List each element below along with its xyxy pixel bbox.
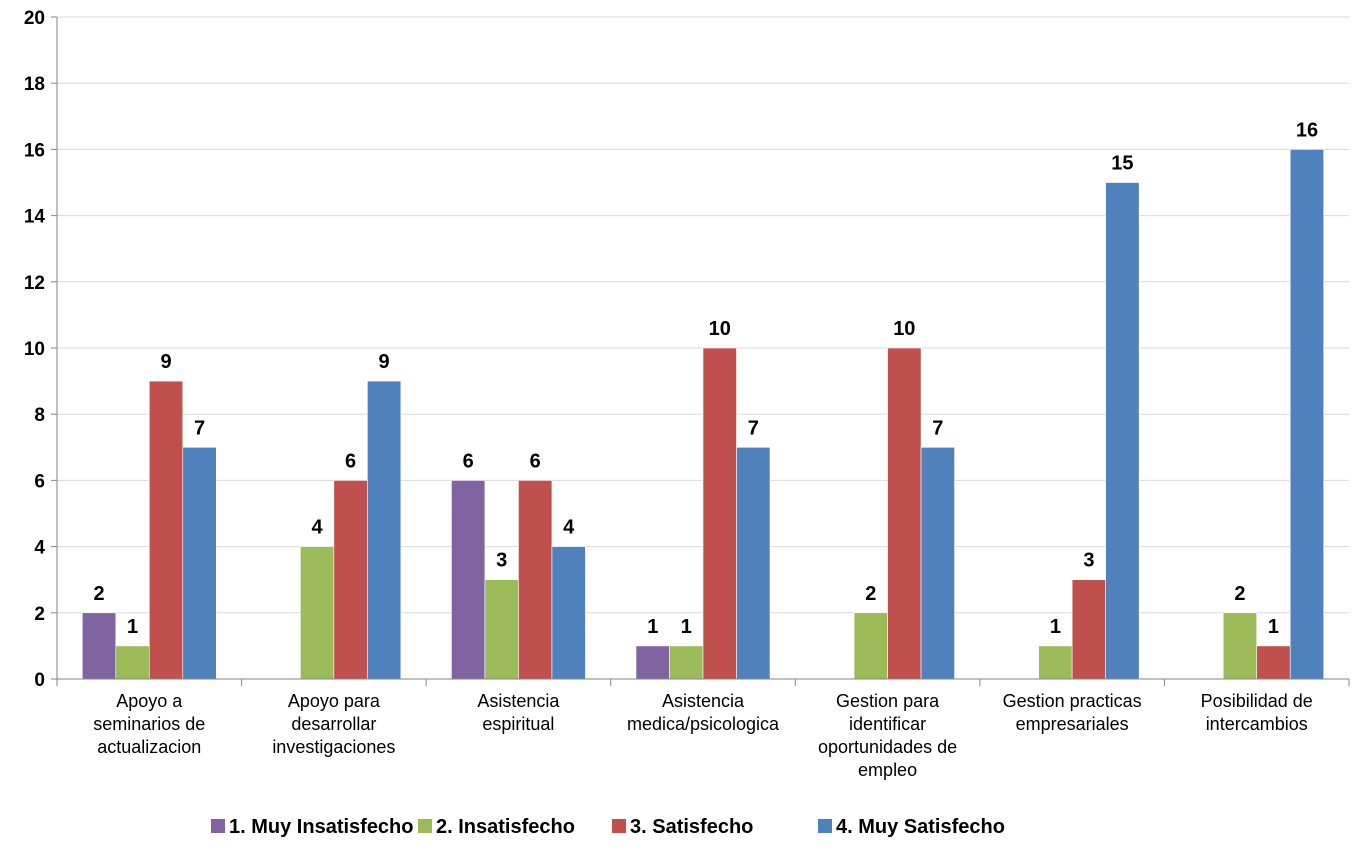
x-tick-label: Apoyo a xyxy=(116,691,183,711)
legend-swatch xyxy=(818,819,832,833)
legend-swatch xyxy=(418,819,432,833)
data-label: 9 xyxy=(160,351,171,373)
x-tick-label: identificar xyxy=(849,714,926,734)
bar xyxy=(702,347,737,680)
legend-swatch xyxy=(612,819,626,833)
bar xyxy=(182,446,217,680)
data-label: 7 xyxy=(748,417,759,439)
x-tick-label: Gestion para xyxy=(836,691,940,711)
bar xyxy=(1038,645,1073,680)
legend-label: 4. Muy Satisfecho xyxy=(836,816,1005,838)
x-tick-label: investigaciones xyxy=(272,737,395,757)
x-tick-label: desarrollar xyxy=(291,714,376,734)
bar xyxy=(853,612,888,680)
x-tick-label: empleo xyxy=(858,760,917,780)
data-label: 2 xyxy=(865,583,876,605)
y-tick-label: 20 xyxy=(24,8,45,29)
bar xyxy=(669,645,704,680)
data-label: 4 xyxy=(563,517,575,539)
data-label: 10 xyxy=(893,318,915,340)
data-label: 1 xyxy=(681,616,692,638)
x-tick-label: Gestion practicas xyxy=(1003,691,1142,711)
data-label: 1 xyxy=(647,616,658,638)
data-label: 15 xyxy=(1111,153,1133,175)
data-label: 2 xyxy=(1234,583,1245,605)
data-label: 3 xyxy=(1083,550,1094,572)
bar xyxy=(518,480,553,680)
legend: 1. Muy Insatisfecho 2. Insatisfecho 3. Sat… xyxy=(211,816,1005,838)
y-tick-label: 12 xyxy=(24,273,45,294)
data-label: 6 xyxy=(530,450,541,472)
x-tick-label: actualizacion xyxy=(97,737,201,757)
y-tick-label: 4 xyxy=(34,538,45,559)
bar xyxy=(920,446,955,680)
bar xyxy=(367,380,402,680)
bar xyxy=(148,380,184,680)
data-label: 3 xyxy=(496,550,507,572)
x-tick-label: Posibilidad de xyxy=(1201,691,1313,711)
bar xyxy=(1071,579,1106,680)
data-label: 7 xyxy=(194,417,205,439)
x-tick-label: espiritual xyxy=(482,714,554,734)
bar xyxy=(1105,182,1140,680)
data-label: 4 xyxy=(312,517,324,539)
data-label: 16 xyxy=(1296,119,1318,141)
data-label: 1 xyxy=(1268,616,1279,638)
x-tick-label: Asistencia xyxy=(662,691,745,711)
y-tick-label: 14 xyxy=(24,207,46,228)
x-tick-label: empresariales xyxy=(1016,714,1129,734)
bar xyxy=(551,546,586,680)
legend-label: 2. Insatisfecho xyxy=(436,816,575,838)
data-label: 1 xyxy=(1050,616,1061,638)
y-tick-label: 0 xyxy=(34,670,45,691)
bar xyxy=(887,347,922,680)
data-label: 10 xyxy=(709,318,731,340)
x-tick-label: Apoyo para xyxy=(288,691,381,711)
bar xyxy=(635,645,670,680)
y-tick-label: 6 xyxy=(34,471,45,492)
x-tick-label: intercambios xyxy=(1206,714,1308,734)
legend-swatch xyxy=(211,819,225,833)
data-label: 1 xyxy=(127,616,138,638)
x-tick-label: seminarios de xyxy=(93,714,205,734)
data-label: 7 xyxy=(932,417,943,439)
x-tick-label: Asistencia xyxy=(477,691,560,711)
data-label: 6 xyxy=(345,450,356,472)
bar xyxy=(1289,149,1325,680)
y-tick-label: 10 xyxy=(24,339,45,360)
bar xyxy=(333,480,368,680)
x-tick-label: oportunidades de xyxy=(818,737,957,757)
data-label: 9 xyxy=(379,351,390,373)
y-tick-label: 8 xyxy=(34,405,45,426)
bar xyxy=(81,612,117,680)
legend-label: 3. Satisfecho xyxy=(630,816,753,838)
bar xyxy=(1222,612,1258,680)
bar xyxy=(484,579,519,680)
y-tick-label: 16 xyxy=(24,140,45,161)
bar xyxy=(1256,645,1291,680)
y-tick-label: 2 xyxy=(34,604,45,625)
y-tick-label: 18 xyxy=(24,74,45,95)
bar xyxy=(451,480,486,680)
bar xyxy=(736,446,771,680)
x-tick-label: medica/psicologica xyxy=(627,714,780,734)
legend-label: 1. Muy Insatisfecho xyxy=(229,816,414,838)
data-label: 6 xyxy=(463,450,474,472)
bar xyxy=(300,546,335,680)
data-label: 2 xyxy=(93,583,104,605)
bar xyxy=(115,645,150,680)
data-labels: 2 1 9 7 4 6 9 6 3 6 4 1 1 10 7 2 10 7 1 3 15 2 1 16 xyxy=(93,119,1318,638)
